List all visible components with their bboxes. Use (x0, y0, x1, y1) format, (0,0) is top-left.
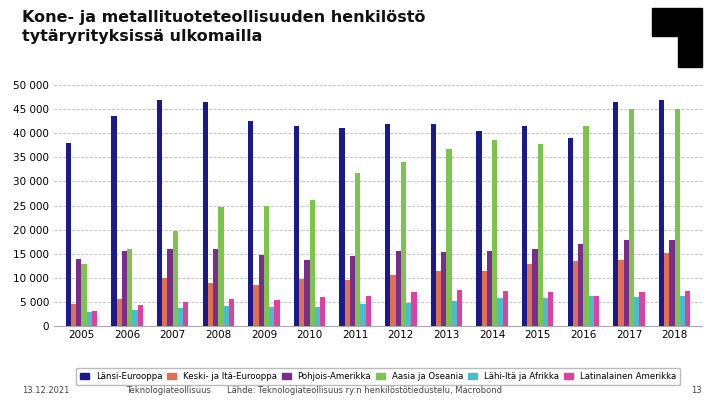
Bar (482, 271, 487, 326)
Text: 13.12.2021: 13.12.2021 (22, 386, 69, 395)
Text: Teknologiateollisuus: Teknologiateollisuus (126, 386, 211, 395)
Bar (253, 285, 258, 326)
Bar (208, 283, 213, 326)
Bar (223, 306, 229, 326)
Bar (305, 260, 310, 326)
Text: 13: 13 (691, 386, 702, 395)
Bar (213, 249, 218, 326)
Bar (132, 310, 138, 326)
Bar (112, 116, 117, 326)
Bar (533, 249, 538, 326)
Bar (477, 131, 482, 326)
Bar (538, 144, 543, 326)
Bar (310, 200, 315, 326)
Bar (81, 264, 86, 326)
Bar (167, 249, 173, 326)
Bar (487, 252, 492, 326)
Bar (543, 298, 548, 326)
Bar (361, 304, 366, 326)
Bar (76, 258, 81, 326)
Legend: Länsi-Eurooppa, Keski- ja Itä-Eurooppa, Pohjois-Amerikka, Aasia ja Oseania, Lähi: Länsi-Eurooppa, Keski- ja Itä-Eurooppa, … (76, 368, 680, 385)
Bar (269, 307, 274, 326)
Bar (680, 296, 685, 326)
Bar (431, 124, 436, 326)
Bar (315, 307, 320, 326)
Bar (401, 162, 406, 326)
Bar (446, 149, 451, 326)
Bar (218, 207, 223, 326)
Bar (634, 296, 639, 326)
Bar (339, 128, 345, 326)
Bar (138, 305, 143, 326)
Bar (274, 300, 279, 326)
Bar (355, 173, 361, 326)
Bar (685, 291, 690, 326)
Bar (613, 102, 618, 326)
Bar (670, 240, 675, 326)
Bar (578, 244, 583, 326)
Bar (122, 252, 127, 326)
Bar (618, 260, 624, 326)
Bar (66, 143, 71, 326)
Bar (264, 206, 269, 326)
Bar (92, 311, 97, 326)
Bar (573, 261, 578, 326)
Bar (117, 298, 122, 326)
Bar (492, 141, 498, 326)
Bar (594, 296, 599, 326)
Bar (202, 102, 208, 326)
Bar (86, 311, 92, 326)
Bar (406, 303, 411, 326)
Text: Kone- ja metallituoteteollisuuden henkilöstö
tytäryrityksissä ulkomailla: Kone- ja metallituoteteollisuuden henkil… (22, 10, 425, 44)
Bar (441, 252, 446, 326)
Bar (411, 292, 417, 326)
Bar (659, 100, 664, 326)
Bar (629, 109, 634, 326)
Bar (127, 249, 132, 326)
Bar (345, 280, 350, 326)
Bar (548, 292, 554, 326)
Bar (522, 126, 527, 326)
Bar (639, 292, 644, 326)
Bar (675, 109, 680, 326)
Text: Lähde: Teknologiateollisuus ry:n henkilöstötiedustelu, Macrobond: Lähde: Teknologiateollisuus ry:n henkilö… (227, 386, 502, 395)
Bar (583, 126, 589, 326)
Bar (664, 253, 670, 326)
Bar (350, 256, 355, 326)
Bar (498, 298, 503, 326)
Bar (157, 100, 162, 326)
Bar (589, 296, 594, 326)
Bar (652, 8, 702, 36)
Bar (395, 252, 401, 326)
Bar (624, 240, 629, 326)
Bar (229, 298, 234, 326)
Bar (71, 304, 76, 326)
Bar (451, 301, 457, 326)
Bar (299, 279, 305, 326)
Bar (294, 126, 299, 326)
Bar (436, 271, 441, 326)
Bar (248, 121, 253, 326)
Bar (178, 308, 183, 326)
Bar (567, 138, 573, 326)
Bar (258, 255, 264, 326)
Bar (385, 124, 390, 326)
Bar (457, 290, 462, 326)
Bar (527, 264, 533, 326)
Bar (366, 296, 371, 326)
Bar (162, 278, 167, 326)
Bar (390, 275, 395, 326)
Bar (503, 291, 508, 326)
Bar (320, 297, 325, 326)
Bar (173, 231, 178, 326)
Bar (183, 302, 189, 326)
Bar (678, 36, 702, 67)
